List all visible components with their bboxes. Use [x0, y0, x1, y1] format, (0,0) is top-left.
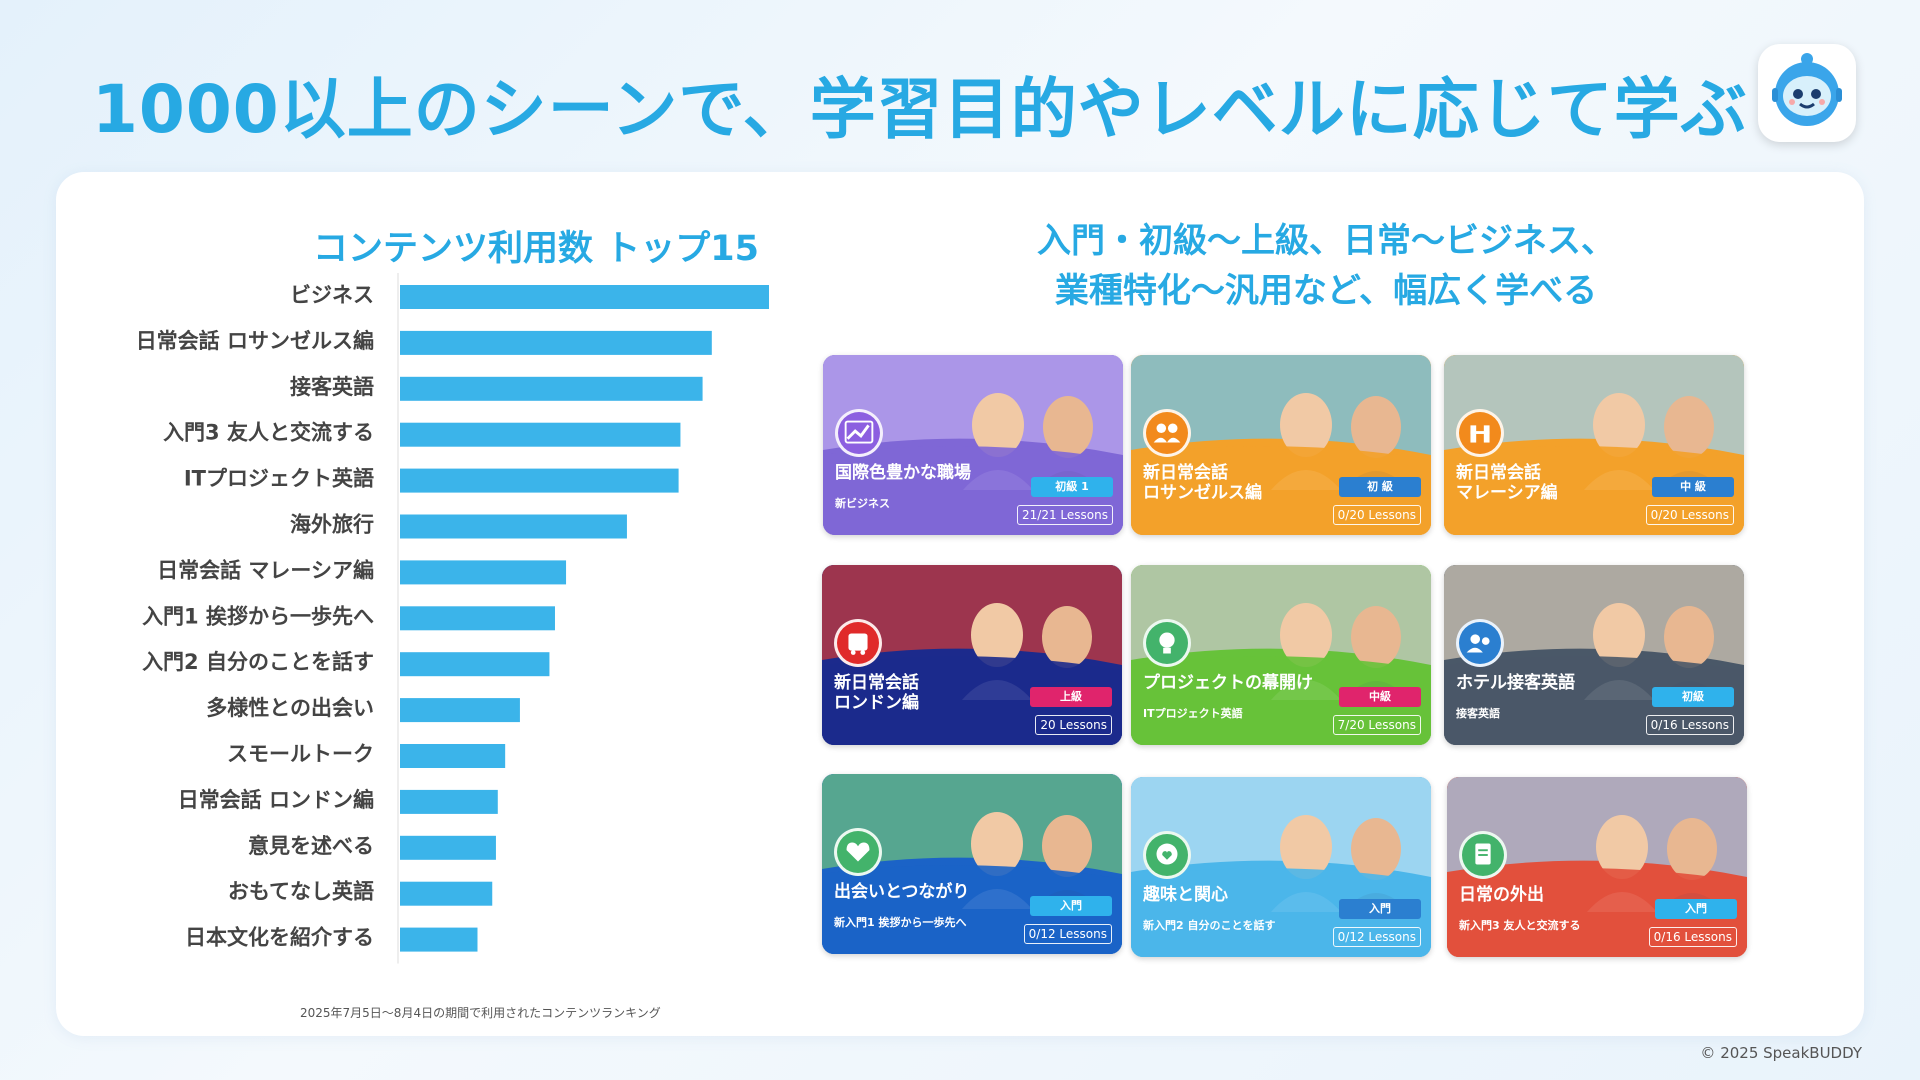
bus-icon [834, 619, 882, 667]
bar [400, 422, 681, 447]
copyright: © 2025 SpeakBUDDY [1700, 1044, 1862, 1062]
category-label: 日本文化を紹介する [185, 926, 374, 950]
bar [400, 789, 498, 814]
category-label: ITプロジェクト英語 [184, 467, 374, 491]
category-label: 日常会話 マレーシア編 [157, 558, 374, 582]
tower-icon [1456, 409, 1504, 457]
bar [400, 514, 627, 539]
category-label: 入門1 挨拶から一歩先へ [142, 604, 374, 628]
bar [400, 606, 555, 631]
course-illustration [822, 774, 1122, 954]
course-card[interactable]: プロジェクトの幕開け ITプロジェクト英語 中級 7/20 Lessons [1131, 565, 1431, 745]
lesson-progress: 21/21 Lessons [1017, 505, 1113, 525]
course-card[interactable]: ホテル接客英語接客英語 初級 0/16 Lessons [1444, 565, 1744, 745]
course-card[interactable]: 趣味と関心新入門2 自分のことを話す 入門 0/12 Lessons [1131, 777, 1431, 957]
level-badge: 初級 [1652, 687, 1734, 707]
lesson-progress: 0/12 Lessons [1023, 924, 1112, 944]
bar [400, 376, 703, 401]
note-icon [1459, 831, 1507, 879]
category-label: 入門3 友人と交流する [163, 421, 374, 445]
bar [400, 560, 567, 585]
course-title: 出会いとつながり [834, 882, 970, 902]
course-card[interactable]: 日常の外出新入門3 友人と交流する 入門 0/16 Lessons [1447, 777, 1747, 957]
course-card[interactable]: 出会いとつながり新入門1 挨拶から一歩先へ 入門 0/12 Lessons [822, 774, 1122, 954]
chat-icon [1143, 831, 1191, 879]
course-subtitle: 新入門3 友人と交流する [1459, 919, 1581, 932]
bar [400, 468, 679, 493]
bar [400, 927, 478, 952]
bar [400, 744, 506, 768]
category-label: ビジネス [290, 283, 374, 307]
course-title: 新日常会話 マレーシア編 [1456, 463, 1558, 503]
content-card: コンテンツ利用数 トップ15 ビジネス 日常会話 ロサンゼルス編 接客英語 入門3 友… [56, 172, 1864, 1036]
lesson-progress: 0/16 Lessons [1645, 715, 1734, 735]
speakbuddy-mascot-logo [1758, 44, 1856, 142]
course-subtitle: 新ビジネス [835, 497, 890, 510]
category-label: 日常会話 ロンドン編 [178, 788, 374, 812]
bulb-icon [1143, 619, 1191, 667]
bar [400, 698, 520, 723]
right-heading-line1: 入門・初級〜上級、日常〜ビジネス、 [1037, 221, 1615, 261]
bar [400, 652, 550, 677]
lesson-progress: 20 Lessons [1035, 715, 1112, 735]
category-label: 意見を述べる [248, 834, 374, 858]
bar [400, 285, 769, 309]
page-title: 1000以上のシーンで、学習目的やレベルに応じて学ぶ [92, 71, 1748, 148]
category-label: 日常会話 ロサンゼルス編 [136, 329, 374, 353]
lesson-progress: 0/20 Lessons [1332, 505, 1421, 525]
course-subtitle: 接客英語 [1456, 707, 1500, 720]
level-badge: 入門 [1655, 899, 1737, 919]
category-label: おもてなし英語 [228, 880, 374, 904]
course-card[interactable]: 国際色豊かな職場新ビジネス 初級 1 21/21 Lessons [823, 355, 1123, 535]
course-title: 新日常会話 ロサンゼルス編 [1143, 463, 1262, 503]
course-title: プロジェクトの幕開け [1143, 673, 1313, 693]
category-label: 接客英語 [290, 375, 374, 399]
right-heading-line2: 業種特化〜汎用など、幅広く学べる [1054, 271, 1598, 311]
bar [400, 835, 496, 860]
lesson-progress: 7/20 Lessons [1332, 715, 1421, 735]
chart-note: 2025年7月5日〜8月4日の期間で利用されたコンテンツランキング [300, 1006, 661, 1020]
level-badge: 上級 [1030, 687, 1112, 707]
people-icon [1143, 409, 1191, 457]
course-card[interactable]: 新日常会話 ロンドン編 上級 20 Lessons [822, 565, 1122, 745]
level-badge: 入門 [1339, 899, 1421, 919]
level-badge: 入門 [1030, 896, 1112, 916]
course-title: 趣味と関心 [1143, 885, 1228, 905]
course-subtitle: 新入門2 自分のことを話す [1143, 919, 1276, 932]
course-title: 日常の外出 [1459, 885, 1544, 905]
level-badge: 初級 1 [1031, 477, 1113, 497]
course-title: 国際色豊かな職場 [835, 463, 971, 483]
category-label: スモールトーク [227, 742, 374, 766]
bar [400, 330, 712, 355]
right-heading: 入門・初級〜上級、日常〜ビジネス、 業種特化〜汎用など、幅広く学べる [956, 216, 1696, 316]
course-card[interactable]: 新日常会話 マレーシア編 中 級 0/20 Lessons [1444, 355, 1744, 535]
course-title: ホテル接客英語 [1456, 673, 1575, 693]
lesson-progress: 0/20 Lessons [1645, 505, 1734, 525]
course-subtitle: 新入門1 挨拶から一歩先へ [834, 916, 967, 929]
course-illustration [1131, 777, 1431, 957]
lesson-progress: 0/12 Lessons [1332, 927, 1421, 947]
category-label: 入門2 自分のことを話す [142, 650, 374, 674]
lesson-progress: 0/16 Lessons [1648, 927, 1737, 947]
category-label: 海外旅行 [290, 513, 374, 537]
level-badge: 中級 [1339, 687, 1421, 707]
heart-icon [834, 828, 882, 876]
chart-title: コンテンツ利用数 トップ15 [313, 229, 759, 269]
chart-icon [835, 409, 883, 457]
bar [400, 881, 493, 906]
service-icon [1456, 619, 1504, 667]
category-label: 多様性との出会い [206, 696, 374, 720]
course-illustration [1447, 777, 1747, 957]
course-title: 新日常会話 ロンドン編 [834, 673, 919, 713]
course-subtitle: ITプロジェクト英語 [1143, 707, 1243, 720]
course-card[interactable]: 新日常会話 ロサンゼルス編 初 級 0/20 Lessons [1131, 355, 1431, 535]
level-badge: 初 級 [1339, 477, 1421, 497]
level-badge: 中 級 [1652, 477, 1734, 497]
